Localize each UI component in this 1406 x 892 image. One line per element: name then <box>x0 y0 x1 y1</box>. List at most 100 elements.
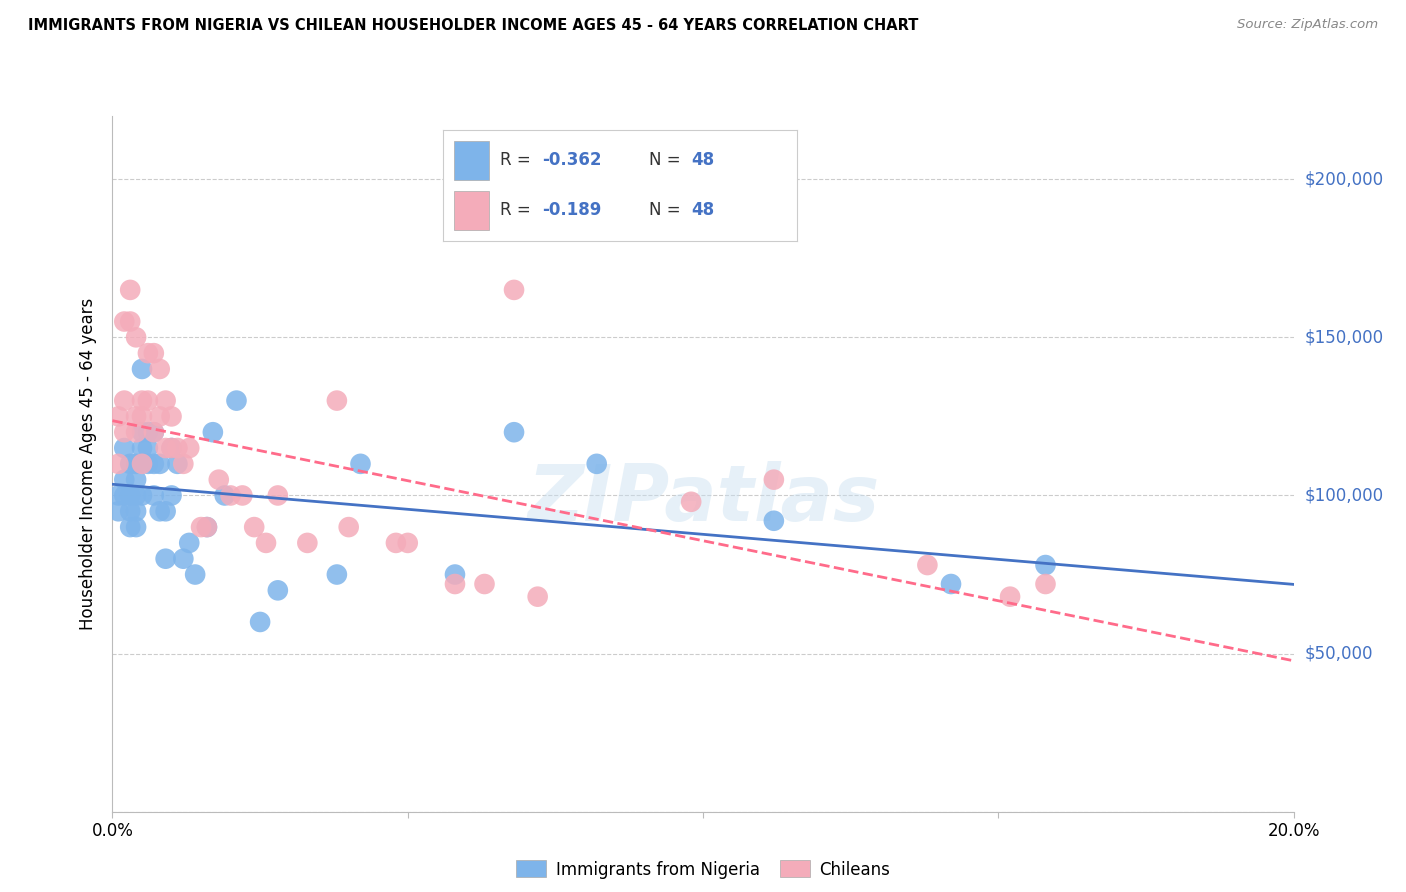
Point <box>149 457 172 471</box>
Point <box>107 409 129 424</box>
Point <box>1035 558 1057 572</box>
Point <box>526 590 548 604</box>
Point <box>385 536 408 550</box>
Point <box>166 441 188 455</box>
Point <box>267 583 290 598</box>
Text: IMMIGRANTS FROM NIGERIA VS CHILEAN HOUSEHOLDER INCOME AGES 45 - 64 YEARS CORRELA: IMMIGRANTS FROM NIGERIA VS CHILEAN HOUSE… <box>28 18 918 33</box>
Point <box>917 558 939 572</box>
Point <box>142 457 165 471</box>
Point <box>125 488 148 502</box>
Point <box>190 520 212 534</box>
Point <box>107 504 129 518</box>
Point <box>136 457 159 471</box>
Point <box>142 488 165 502</box>
Point <box>136 346 159 360</box>
Point <box>179 441 201 455</box>
Point <box>136 393 159 408</box>
Point <box>179 536 201 550</box>
Point <box>125 457 148 471</box>
Point <box>214 488 236 502</box>
Text: $50,000: $50,000 <box>1305 645 1374 663</box>
Point <box>326 393 349 408</box>
Point <box>131 457 153 471</box>
Point <box>208 473 231 487</box>
Y-axis label: Householder Income Ages 45 - 64 years: Householder Income Ages 45 - 64 years <box>79 298 97 630</box>
Point <box>136 425 159 440</box>
Point <box>125 330 148 344</box>
Point <box>125 520 148 534</box>
Point <box>326 567 349 582</box>
Point <box>243 520 266 534</box>
Point <box>585 457 607 471</box>
Point <box>155 551 177 566</box>
Point <box>254 536 277 550</box>
Text: $200,000: $200,000 <box>1305 170 1384 188</box>
Point <box>231 488 253 502</box>
Point <box>112 473 135 487</box>
Point <box>120 488 142 502</box>
Point <box>184 567 207 582</box>
Point <box>131 488 153 502</box>
Point <box>172 551 194 566</box>
Point <box>131 441 153 455</box>
Point <box>337 520 360 534</box>
Point <box>349 457 371 471</box>
Point <box>201 425 224 440</box>
Point <box>142 425 165 440</box>
Point <box>155 441 177 455</box>
Point <box>112 425 135 440</box>
Point <box>149 362 172 376</box>
Point <box>120 520 142 534</box>
Text: $150,000: $150,000 <box>1305 328 1384 346</box>
Point <box>142 346 165 360</box>
Point <box>267 488 290 502</box>
Point <box>939 577 962 591</box>
Point <box>131 409 153 424</box>
Point <box>503 283 526 297</box>
Point <box>998 590 1021 604</box>
Point <box>112 393 135 408</box>
Point <box>131 425 153 440</box>
Point <box>125 504 148 518</box>
Point <box>762 514 785 528</box>
Point <box>125 425 148 440</box>
Point <box>160 441 183 455</box>
Text: Source: ZipAtlas.com: Source: ZipAtlas.com <box>1237 18 1378 31</box>
Point <box>444 567 467 582</box>
Point <box>142 425 165 440</box>
Point <box>136 441 159 455</box>
Point <box>149 504 172 518</box>
Point <box>160 441 183 455</box>
Point <box>195 520 218 534</box>
Point <box>155 393 177 408</box>
Point <box>107 457 129 471</box>
Point <box>131 393 153 408</box>
Point <box>120 457 142 471</box>
Point <box>172 457 194 471</box>
Text: ZIPatlas: ZIPatlas <box>527 460 879 537</box>
Point <box>195 520 218 534</box>
Text: $100,000: $100,000 <box>1305 486 1384 505</box>
Point <box>107 488 129 502</box>
Point <box>112 314 135 328</box>
Point <box>155 504 177 518</box>
Point <box>120 314 142 328</box>
Point <box>219 488 242 502</box>
Point <box>762 473 785 487</box>
Point <box>125 473 148 487</box>
Point <box>149 409 172 424</box>
Point <box>681 495 703 509</box>
Point <box>160 488 183 502</box>
Legend: Immigrants from Nigeria, Chileans: Immigrants from Nigeria, Chileans <box>508 852 898 887</box>
Point <box>1035 577 1057 591</box>
Point <box>396 536 419 550</box>
Point <box>131 362 153 376</box>
Point <box>160 409 183 424</box>
Point <box>249 615 271 629</box>
Point <box>444 577 467 591</box>
Point <box>503 425 526 440</box>
Point <box>297 536 319 550</box>
Point <box>125 409 148 424</box>
Point <box>112 441 135 455</box>
Point <box>112 488 135 502</box>
